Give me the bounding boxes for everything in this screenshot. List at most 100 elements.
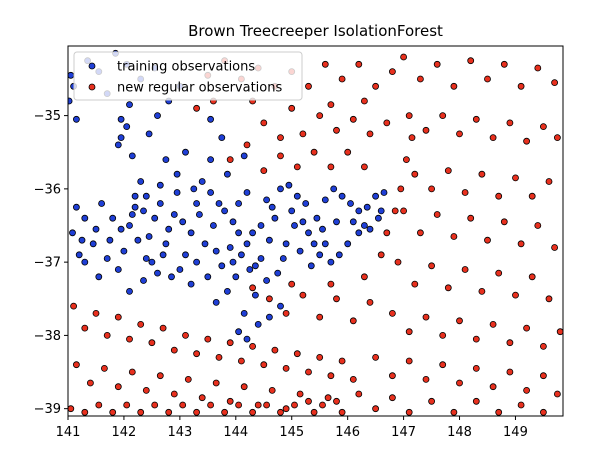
data-point xyxy=(299,130,307,138)
data-point xyxy=(347,200,354,207)
data-point xyxy=(517,401,525,409)
data-point xyxy=(193,350,201,358)
data-point xyxy=(237,357,245,365)
data-point xyxy=(251,291,259,299)
data-point xyxy=(274,269,282,277)
data-point xyxy=(296,247,304,255)
data-point xyxy=(193,200,201,207)
data-point xyxy=(142,192,150,200)
data-point xyxy=(444,284,452,292)
data-point xyxy=(263,401,271,409)
data-point xyxy=(456,379,463,387)
data-point xyxy=(148,339,156,347)
data-point xyxy=(316,112,324,119)
data-point xyxy=(260,361,268,369)
data-point xyxy=(207,401,215,409)
data-point xyxy=(215,353,223,361)
y-tick-label: −35 xyxy=(34,109,61,124)
data-point xyxy=(159,324,167,332)
data-point xyxy=(293,350,301,358)
data-point xyxy=(235,328,243,336)
data-point xyxy=(327,163,335,171)
data-point xyxy=(89,240,97,248)
data-point xyxy=(428,185,436,193)
data-point xyxy=(344,148,352,156)
data-point xyxy=(540,372,547,380)
data-point xyxy=(134,236,142,244)
data-point xyxy=(243,141,251,149)
data-point xyxy=(198,178,206,185)
data-point xyxy=(109,408,117,416)
data-point xyxy=(162,156,170,164)
data-point xyxy=(285,181,293,189)
data-point xyxy=(545,295,553,303)
legend-box xyxy=(73,51,303,101)
data-point xyxy=(221,207,229,215)
data-point xyxy=(75,251,83,259)
data-point xyxy=(523,324,530,332)
data-point xyxy=(377,251,385,259)
data-point xyxy=(218,262,226,270)
data-point xyxy=(428,397,436,405)
x-tick-label: 141 xyxy=(56,425,81,440)
data-point xyxy=(366,130,374,138)
data-point xyxy=(523,386,530,394)
data-point xyxy=(316,313,324,321)
data-point xyxy=(165,225,173,233)
data-point xyxy=(254,401,262,409)
data-point xyxy=(495,269,503,277)
x-tick-label: 143 xyxy=(167,425,192,440)
data-point xyxy=(355,207,363,215)
x-tick-label: 142 xyxy=(112,425,137,440)
data-point xyxy=(506,119,514,127)
data-point xyxy=(159,251,167,259)
data-point xyxy=(126,222,133,229)
data-point xyxy=(534,64,542,72)
data-point xyxy=(229,258,237,266)
data-point xyxy=(263,196,271,204)
data-point xyxy=(310,408,318,416)
data-point xyxy=(114,266,122,273)
data-point xyxy=(268,386,276,394)
data-point xyxy=(405,328,413,336)
data-point xyxy=(212,247,220,255)
data-point xyxy=(305,368,312,376)
data-point xyxy=(193,408,201,416)
data-point xyxy=(489,134,497,142)
data-point xyxy=(282,309,290,317)
data-point xyxy=(545,178,553,185)
data-point xyxy=(288,207,296,215)
data-point xyxy=(540,408,547,416)
data-point xyxy=(478,170,486,178)
data-point xyxy=(265,295,273,303)
data-point xyxy=(148,258,156,266)
data-point xyxy=(456,130,463,138)
data-point xyxy=(87,379,94,387)
data-point xyxy=(154,112,161,119)
data-point xyxy=(512,174,519,182)
data-point xyxy=(271,346,279,354)
data-point xyxy=(327,258,335,266)
data-point xyxy=(243,335,251,343)
data-point xyxy=(467,57,475,65)
data-point xyxy=(422,313,430,321)
data-point xyxy=(73,203,80,211)
data-point xyxy=(156,181,164,189)
data-point xyxy=(123,401,131,409)
data-point xyxy=(506,339,514,347)
data-point xyxy=(131,203,139,211)
data-point xyxy=(251,262,259,270)
data-point xyxy=(422,375,430,383)
data-point xyxy=(235,200,243,207)
data-point xyxy=(551,79,558,86)
data-point xyxy=(98,200,105,207)
data-point xyxy=(131,192,139,200)
data-point xyxy=(81,214,89,222)
data-point xyxy=(327,101,335,108)
data-point xyxy=(92,309,100,317)
data-point xyxy=(173,170,181,178)
data-point xyxy=(411,280,419,288)
data-point xyxy=(246,266,254,273)
data-point xyxy=(388,309,396,317)
data-point xyxy=(310,240,318,248)
